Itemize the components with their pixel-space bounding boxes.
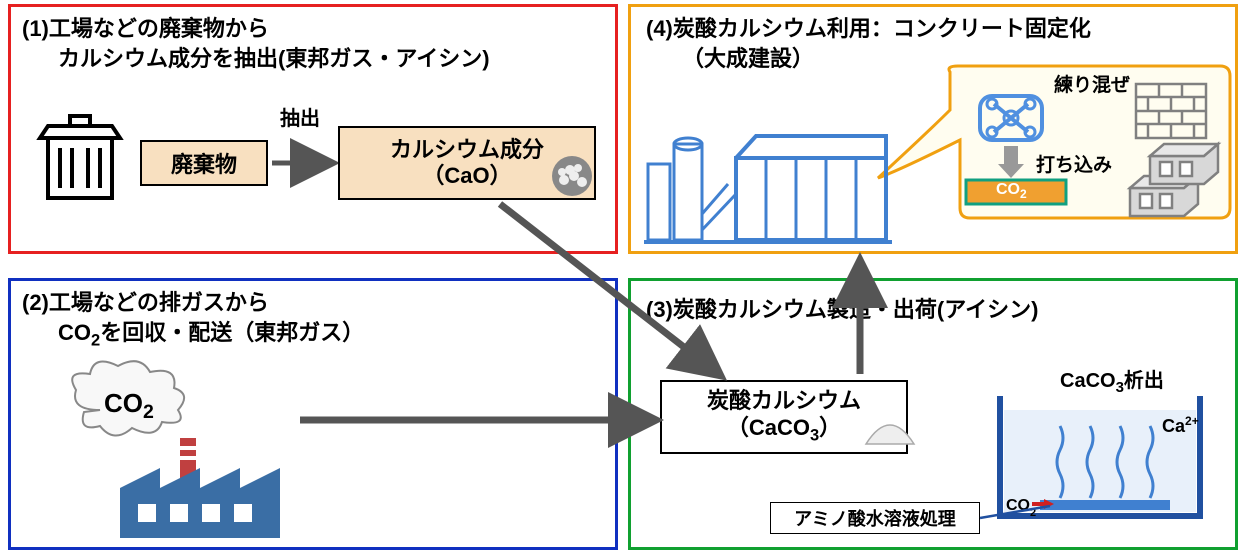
- diagram-canvas: (1)工場などの廃棄物から カルシウム成分を抽出(東邦ガス・アイシン) 廃棄物 …: [0, 0, 1250, 558]
- flow-arrows: [0, 0, 1250, 558]
